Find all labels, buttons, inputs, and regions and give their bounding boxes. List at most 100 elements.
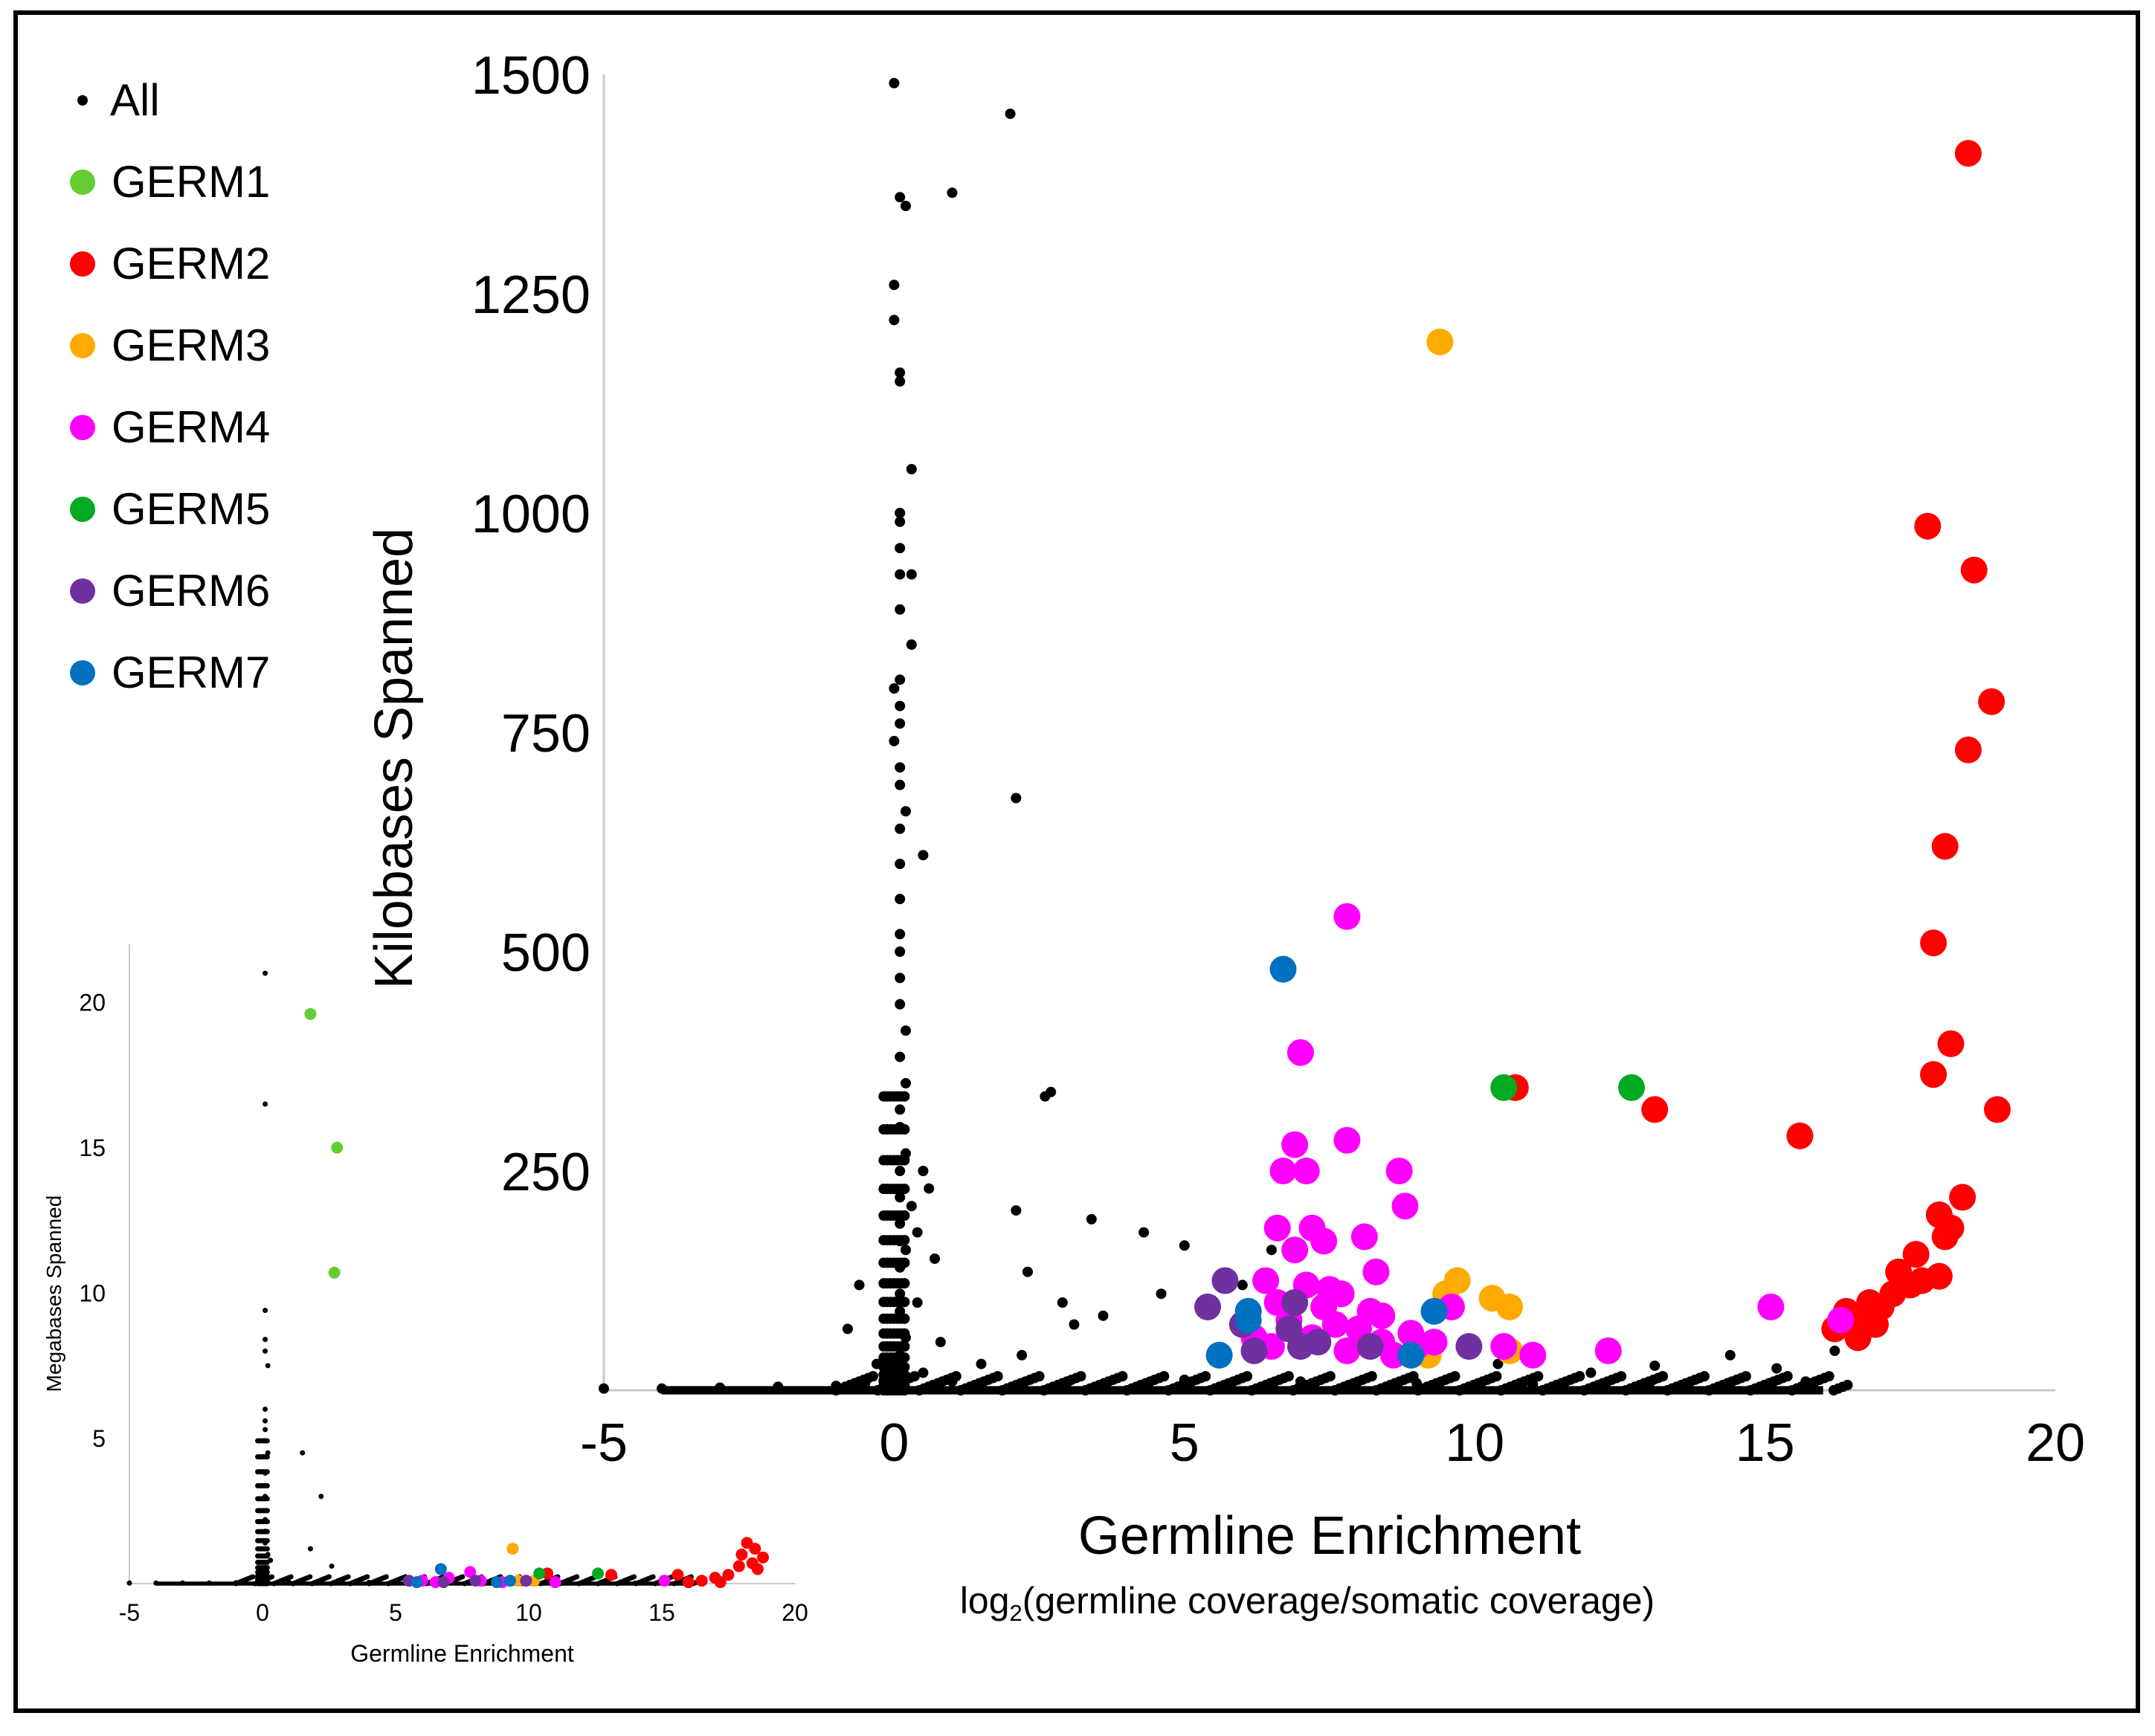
- main-point-all: [1585, 1367, 1597, 1378]
- main-y-tick-label: 250: [501, 1143, 590, 1202]
- main-point-all: [918, 1166, 929, 1176]
- main-point-all: [860, 1378, 871, 1389]
- main-point-all: [906, 569, 917, 580]
- main-point-all: [906, 464, 917, 474]
- chart-canvas: -5 0 5 10 15 20250500750100012501500Germline …: [42, 46, 2085, 1667]
- main-point-germ4: [1594, 1337, 1622, 1364]
- inset-point-all: [257, 1565, 262, 1571]
- legend-item-germ2: GERM2: [70, 223, 270, 305]
- main-point-all: [895, 718, 906, 729]
- main-point-all: [889, 280, 900, 291]
- main-point-all: [895, 543, 906, 554]
- main-point-all: [882, 1352, 893, 1364]
- main-point-all: [1724, 1349, 1736, 1361]
- main-point-all: [895, 569, 906, 580]
- main-point-all: [976, 1358, 987, 1369]
- inset-point-all: [329, 1564, 335, 1569]
- legend-label: GERM5: [112, 484, 271, 534]
- main-point-all: [715, 1382, 726, 1393]
- main-point-all: [1649, 1360, 1660, 1371]
- inset-point-all: [261, 1546, 267, 1552]
- inset-point-all: [364, 1574, 370, 1580]
- legend-label: GERM4: [112, 402, 271, 452]
- inset-point-all: [460, 1574, 466, 1580]
- inset-point-all: [262, 970, 268, 976]
- main-point-all: [1138, 1227, 1150, 1238]
- subtitle-rest: (germline coverage/somatic coverage): [1022, 1580, 1655, 1622]
- main-point-all: [992, 1371, 1003, 1382]
- main-point-all: [1011, 793, 1022, 804]
- inset-point-all: [366, 1579, 372, 1585]
- main-point-all: [1117, 1371, 1128, 1382]
- inset-point-all: [255, 1569, 261, 1575]
- main-point-all: [1057, 1297, 1068, 1308]
- main-point-germ2: [1861, 1311, 1889, 1338]
- main-point-all: [895, 1349, 906, 1361]
- main-point-germ4: [1252, 1267, 1280, 1294]
- inset-point-all: [265, 1363, 271, 1369]
- legend-label: GERM7: [112, 648, 271, 697]
- main-point-all: [1295, 1376, 1306, 1387]
- main-y-tick-label: 1000: [471, 485, 590, 544]
- main-point-all: [889, 1184, 900, 1195]
- subtitle-log: log: [960, 1580, 1010, 1622]
- main-y-tick-label: 1500: [471, 46, 590, 106]
- inset-point-germ6: [469, 1575, 482, 1587]
- main-point-germ6: [1455, 1333, 1483, 1360]
- inset-point-all: [206, 1580, 212, 1586]
- inset-point-all: [255, 1553, 261, 1559]
- main-point-all: [895, 1051, 906, 1062]
- main-point-all: [1034, 1371, 1045, 1382]
- main-point-germ7: [1234, 1297, 1262, 1325]
- main-point-germ4: [1281, 1236, 1309, 1264]
- main-point-all: [895, 998, 906, 1010]
- main-point-all: [912, 1297, 923, 1308]
- main-point-all: [895, 1192, 906, 1203]
- main-point-germ4: [1321, 1311, 1349, 1338]
- main-point-all: [1842, 1379, 1853, 1390]
- inset-point-all: [262, 1308, 268, 1314]
- inset-point-germ7: [410, 1576, 423, 1589]
- main-point-all: [918, 1367, 929, 1378]
- main-point-all: [906, 639, 917, 650]
- inset-point-germ2: [735, 1548, 748, 1561]
- inset-point-all: [262, 1418, 268, 1424]
- main-point-all: [947, 187, 958, 199]
- main-point-germ6: [1304, 1329, 1332, 1356]
- main-point-germ2: [1983, 1096, 2011, 1123]
- main-point-all: [1156, 1288, 1167, 1300]
- inset-point-all: [255, 1453, 261, 1459]
- inset-point-all: [318, 1494, 324, 1500]
- inset-point-germ6: [520, 1575, 532, 1587]
- main-point-all: [1823, 1371, 1835, 1382]
- main-point-all: [1449, 1371, 1460, 1382]
- main-series-germ3: [1414, 328, 1524, 1369]
- inset-point-all: [579, 1580, 585, 1586]
- inset-point-germ6: [437, 1576, 450, 1589]
- legend-marker-icon: [70, 170, 95, 195]
- inset-x-tick-label: 15: [648, 1599, 675, 1626]
- main-point-all: [1411, 1378, 1423, 1389]
- inset-point-all: [262, 1540, 268, 1546]
- inset-point-all: [250, 1574, 256, 1580]
- main-point-germ2: [1786, 1122, 1814, 1149]
- main-point-germ6: [1240, 1337, 1268, 1364]
- main-point-germ2: [1641, 1096, 1669, 1123]
- main-point-germ4: [1391, 1193, 1419, 1220]
- main-point-germ4: [1757, 1293, 1785, 1320]
- main-point-all: [895, 779, 906, 790]
- inset-point-all: [262, 1470, 268, 1476]
- inset-point-all: [262, 1453, 268, 1459]
- inset-point-germ2: [682, 1576, 695, 1589]
- inset-point-all: [258, 1496, 264, 1502]
- main-point-all: [1075, 1371, 1086, 1382]
- main-point-all: [885, 1210, 896, 1222]
- main-point-all: [895, 929, 906, 940]
- main-point-germ4: [1292, 1158, 1320, 1184]
- legend-marker-icon: [70, 497, 95, 522]
- main-point-all: [1759, 1381, 1771, 1392]
- main-point-all: [868, 1371, 879, 1382]
- main-point-all: [895, 700, 906, 711]
- inset-y-tick-label: 15: [79, 1135, 106, 1161]
- main-point-all: [1159, 1371, 1170, 1382]
